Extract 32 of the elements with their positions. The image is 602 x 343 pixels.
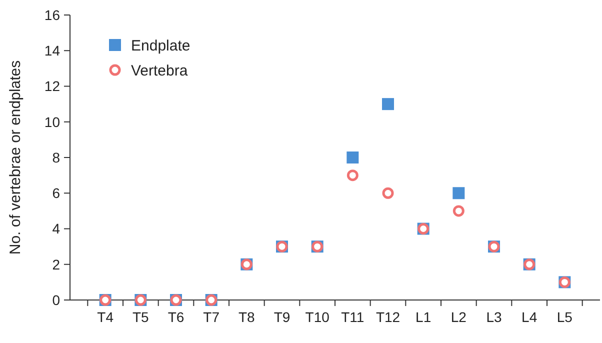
x-tick-label: T12 [376,309,400,325]
x-tick-label: T4 [97,309,114,325]
x-tick-label: T9 [274,309,290,325]
y-tick-label: 2 [52,256,60,272]
x-tick-label: T6 [168,309,184,325]
point [346,170,358,182]
x-tick-label: T5 [132,309,150,325]
y-tick-label: 12 [44,78,60,94]
point [346,152,359,164]
x-tick-label: L3 [486,309,502,325]
point [382,98,394,110]
y-tick-label: 14 [44,42,60,59]
point [452,187,465,200]
y-tick-label: 16 [44,6,60,23]
x-tick-label: L1 [416,309,432,325]
y-tick-label: 10 [44,114,60,130]
y-tick-label: 6 [52,185,60,202]
point [452,205,464,217]
x-tick-label: T10 [305,309,330,325]
y-tick-label: 8 [52,149,60,166]
x-tick-label: L4 [522,309,538,325]
x-tick-label: T8 [238,309,256,325]
y-tick-label: 4 [52,220,60,237]
x-tick-label: L2 [450,309,467,325]
legend-label: Vertebra [131,62,188,80]
y-tick-label: 0 [52,292,60,308]
x-tick-label: T11 [341,309,364,325]
legend-label: Endplate [131,37,190,54]
x-tick-label: T7 [203,309,220,325]
point [382,187,394,199]
x-tick-label: L5 [556,309,573,325]
y-axis-title: No. of vertebrae or endplates [7,60,24,255]
